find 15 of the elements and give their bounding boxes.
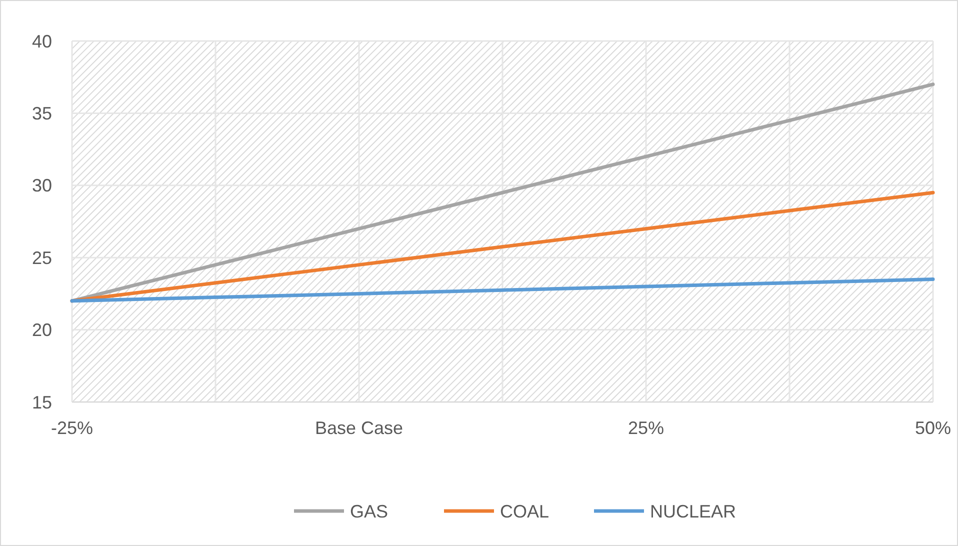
line-series — [70, 190, 935, 303]
x-tick-label: 25% — [628, 418, 664, 438]
legend-label: GAS — [350, 501, 388, 522]
legend-label: NUCLEAR — [650, 501, 736, 522]
y-tick-label: 35 — [32, 104, 52, 124]
y-tick-label: 40 — [32, 31, 52, 52]
line-series — [70, 278, 935, 303]
x-tick-label: 50% — [914, 418, 952, 438]
legend-label: COAL — [500, 501, 550, 522]
x-tick-label: Base Case — [314, 418, 404, 438]
y-tick-label: 30 — [32, 176, 52, 196]
y-tick-label: 20 — [32, 320, 52, 340]
y-tick-label: 15 — [32, 392, 52, 412]
y-tick-label: 25 — [32, 248, 52, 268]
x-tick-label: -25% — [50, 418, 94, 438]
